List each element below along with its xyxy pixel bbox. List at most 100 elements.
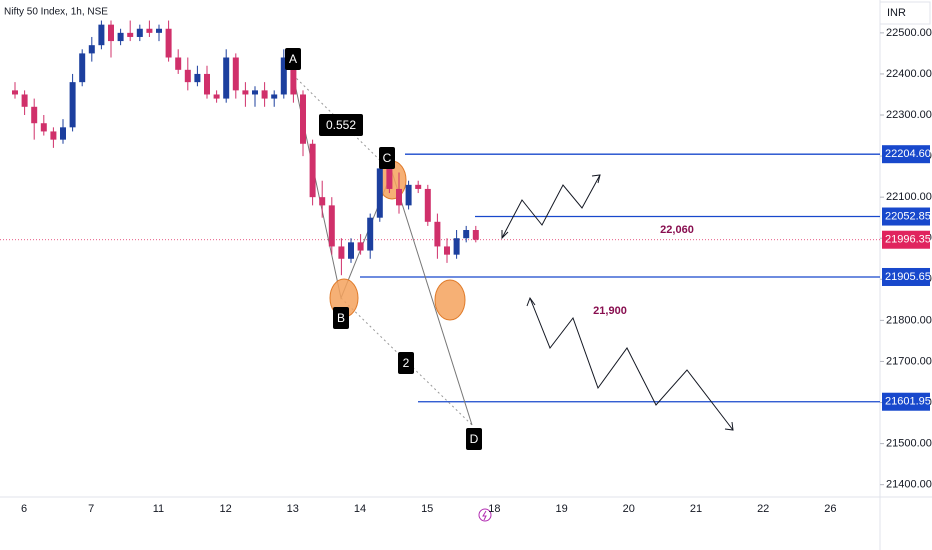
y-tick-label: 22400.00 <box>886 68 932 80</box>
projection-path <box>501 174 601 239</box>
arrow-head <box>501 230 509 240</box>
level-label-box <box>882 207 930 226</box>
annotations: A B C D 0.552 2 22,060 21,900 <box>285 48 694 450</box>
candle-body <box>405 184 412 206</box>
candle-body <box>280 57 287 95</box>
point-label: B <box>337 311 345 325</box>
level-label: 21905.65 <box>885 271 931 283</box>
y-tick-label: 21400.00 <box>886 479 932 491</box>
arrow-head <box>591 174 601 184</box>
pattern-line <box>292 74 393 173</box>
pattern-line <box>292 74 473 426</box>
x-tick-label: 22 <box>757 503 769 515</box>
candle-body <box>396 188 402 206</box>
candle-body <box>453 238 460 255</box>
candle-body <box>328 205 335 247</box>
y-tick-label: 21700.00 <box>886 355 932 367</box>
candle-body <box>117 32 124 42</box>
label-box <box>466 428 482 450</box>
level-label: 22052.85 <box>885 210 931 222</box>
label-box <box>333 307 349 329</box>
candle-body <box>108 24 114 42</box>
candle-body <box>12 90 18 95</box>
candle-body <box>88 45 95 54</box>
x-tick-label: 11 <box>153 503 164 515</box>
x-tick-label: 15 <box>421 503 433 515</box>
candle-body <box>127 32 134 37</box>
target-label: 22,060 <box>660 224 694 236</box>
candles <box>12 20 479 276</box>
x-tick-label: 21 <box>690 503 702 515</box>
candle-body <box>50 131 57 140</box>
candle-body <box>261 90 268 99</box>
x-tick-label: 14 <box>354 503 366 515</box>
candle-body <box>31 106 38 124</box>
last-price-label: 21996.35 <box>885 234 931 246</box>
projections <box>501 174 734 431</box>
ratio-label: 0.552 <box>326 118 356 132</box>
level-label-box <box>882 145 930 164</box>
level-label-box <box>882 392 930 411</box>
label-box <box>379 147 395 169</box>
projection-path <box>529 297 734 431</box>
x-tick-label: 26 <box>824 503 836 515</box>
candle-body <box>156 28 162 33</box>
candle-body <box>309 143 316 198</box>
candle-body <box>194 73 201 83</box>
candle-body <box>242 90 249 95</box>
candle-body <box>386 168 393 189</box>
label-box <box>398 352 414 374</box>
point-label: C <box>383 151 392 165</box>
candle-body <box>175 57 182 70</box>
candle-body <box>21 94 28 107</box>
candle-body <box>463 230 470 239</box>
candle-body <box>415 184 422 189</box>
candle-body <box>290 57 297 95</box>
event-bolt[interactable] <box>482 510 487 521</box>
candle-body <box>444 246 450 255</box>
candle-body <box>319 197 326 206</box>
label-box <box>319 114 363 136</box>
candle-body <box>357 242 364 251</box>
candle-body <box>136 28 143 37</box>
candle-body <box>252 90 258 95</box>
currency-box <box>879 1 931 25</box>
level-label: 21601.95 <box>885 396 931 408</box>
candle-body <box>338 246 345 259</box>
event-circle[interactable] <box>478 508 492 522</box>
chart-title: Nifty 50 Index, 1h, NSE <box>4 7 108 18</box>
candle-body <box>98 24 105 46</box>
x-tick-label: 6 <box>21 503 27 515</box>
x-tick-label: 20 <box>623 503 635 515</box>
currency: INR <box>887 7 906 19</box>
x-tick-label: 18 <box>488 503 500 515</box>
candle-body <box>60 127 66 140</box>
last-price-box <box>882 230 930 249</box>
candle-body <box>79 53 86 83</box>
candle-body <box>204 73 210 95</box>
level-label: 22204.60 <box>885 148 931 160</box>
grid-layer <box>0 153 880 403</box>
candle-body <box>146 28 153 33</box>
candle-body <box>367 217 374 251</box>
candle-body <box>232 57 239 91</box>
candle-body <box>165 28 172 58</box>
event-icon[interactable] <box>478 508 492 522</box>
y-tick-label: 22100.00 <box>886 191 932 203</box>
candle-body <box>472 230 479 240</box>
candle-body <box>424 188 431 222</box>
x-tick-label: 12 <box>219 503 231 515</box>
candle-body <box>184 69 191 83</box>
y-tick-label: 22500.00 <box>886 27 932 39</box>
point-label: A <box>289 52 297 66</box>
y-tick-label: 22300.00 <box>886 109 932 121</box>
x-tick-label: 13 <box>287 503 299 515</box>
candle-body <box>300 94 306 144</box>
arrow-head <box>724 421 734 431</box>
target-label: 21,900 <box>593 305 627 317</box>
label-box <box>285 48 301 70</box>
arrow-head <box>526 296 536 307</box>
axis-layer: 21400.0021500.0021600.0021700.0021800.00… <box>21 27 932 515</box>
